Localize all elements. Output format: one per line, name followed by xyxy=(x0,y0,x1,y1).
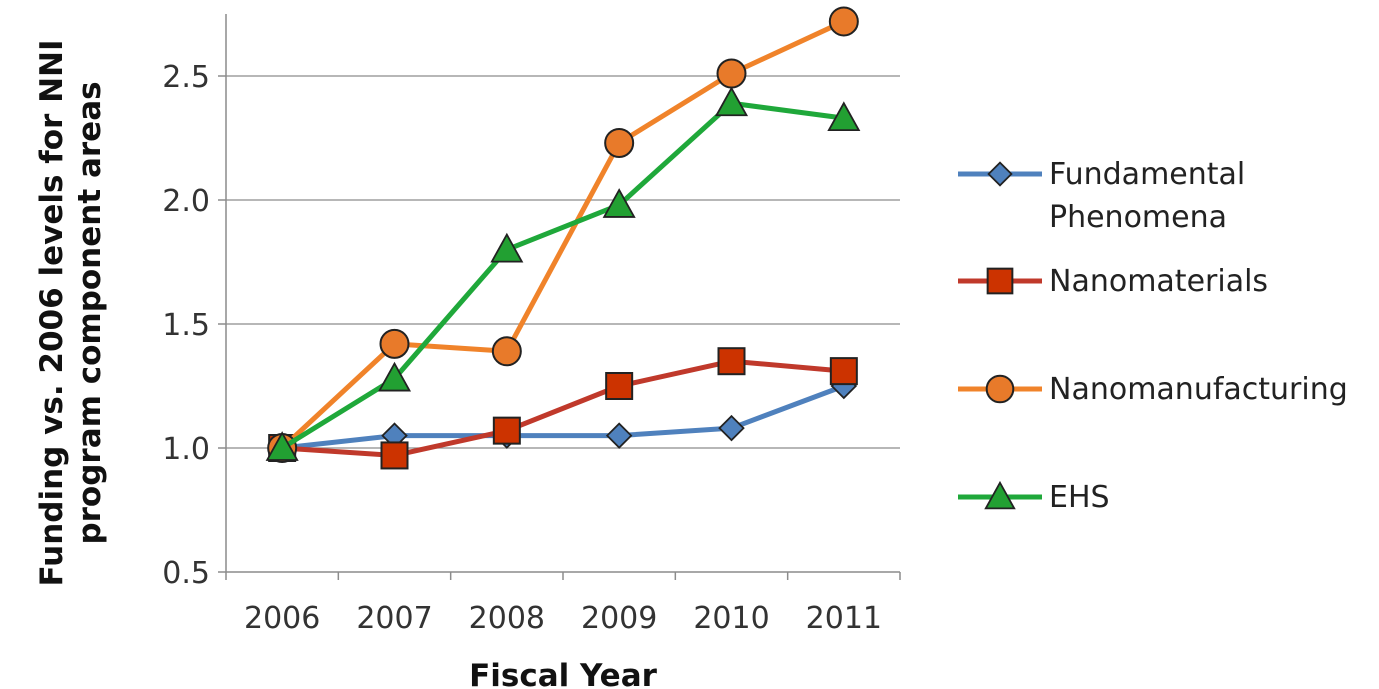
legend-item-fundamental-phenomena: Fundamental Phenomena xyxy=(958,157,1245,235)
data-point-nanomaterials-2009 xyxy=(605,372,634,400)
data-point-ehs-2006 xyxy=(265,431,299,461)
y-tick-label-4: 2.5 xyxy=(162,60,210,95)
x-tick-label-3: 2009 xyxy=(581,601,657,636)
x-tick-label-0: 2006 xyxy=(244,601,320,636)
x-tick-label-4: 2010 xyxy=(693,601,769,636)
legend-label-line-0: Nanomaterials xyxy=(1049,264,1268,299)
series-line-ehs xyxy=(280,100,845,451)
legend-label-nanomaterials: Nanomaterials xyxy=(1049,264,1268,299)
series-line-nanomaterials xyxy=(282,358,845,458)
legend-item-nanomanufacturing: Nanomanufacturing xyxy=(958,372,1348,407)
x-tick-label-5: 2011 xyxy=(806,601,882,636)
legend: Fundamental Phenomena Nanomaterials Nanoman… xyxy=(958,157,1348,515)
gridlines xyxy=(226,75,900,449)
legend-marker-ehs xyxy=(984,480,1016,510)
y-tick-label-2: 1.5 xyxy=(162,308,210,343)
series-line-nanomanufacturing xyxy=(280,19,845,450)
data-point-ehs-2010 xyxy=(714,86,749,117)
axes xyxy=(218,14,901,580)
data-point-nanomaterials-2008 xyxy=(492,416,521,445)
data-point-nanomanufacturing-2010 xyxy=(716,58,747,89)
data-point-nanomanufacturing-2009 xyxy=(604,127,635,158)
data-point-ehs-2009 xyxy=(602,188,636,218)
data-point-fundamental-phenomena-2009 xyxy=(605,422,633,449)
data-point-nanomaterials-2007 xyxy=(380,441,409,470)
data-point-ehs-2011 xyxy=(827,101,861,132)
data-point-nanomaterials-2010 xyxy=(717,347,746,376)
data-point-nanomanufacturing-2011 xyxy=(828,6,859,37)
legend-item-ehs: EHS xyxy=(958,480,1110,515)
x-axis-title: Fiscal Year xyxy=(469,658,658,689)
y-tick-labels: 0.5 1.0 1.5 2.0 2.5 xyxy=(162,60,210,591)
legend-marker-nanomanufacturing xyxy=(985,374,1015,404)
legend-label-line-0: EHS xyxy=(1049,480,1110,515)
series-ehs xyxy=(265,86,861,461)
x-tick-label-2: 2008 xyxy=(469,601,545,636)
legend-label-fundamental-phenomena: Fundamental Phenomena xyxy=(1049,157,1245,235)
legend-marker-fundamental-phenomena xyxy=(987,161,1013,187)
data-point-ehs-2008 xyxy=(490,232,524,263)
legend-label-nanomanufacturing: Nanomanufacturing xyxy=(1049,372,1348,407)
axis-titles: Fiscal Year Funding vs. 2006 levels for … xyxy=(34,40,658,689)
y-axis-title-line-1: program component areas xyxy=(72,81,108,544)
legend-marker-nanomaterials xyxy=(986,267,1014,295)
data-point-nanomaterials-2011 xyxy=(829,357,858,386)
data-point-nanomanufacturing-2007 xyxy=(379,328,410,359)
y-axis-title-line-0: Funding vs. 2006 levels for NNI xyxy=(34,40,70,587)
x-tick-label-1: 2007 xyxy=(356,601,432,636)
y-tick-label-3: 2.0 xyxy=(162,184,210,219)
y-tick-label-1: 1.0 xyxy=(162,432,210,467)
y-axis-title: Funding vs. 2006 levels for NNIprogram c… xyxy=(34,40,108,587)
x-tick-labels: 2006 2007 2008 2009 2010 2011 xyxy=(244,601,882,636)
series-group xyxy=(265,6,861,470)
y-tick-label-0: 0.5 xyxy=(162,556,210,591)
legend-label-line-0: Nanomanufacturing xyxy=(1049,372,1348,407)
data-point-fundamental-phenomena-2010 xyxy=(718,414,745,442)
series-fundamental-phenomena xyxy=(268,372,858,462)
series-nanomaterials xyxy=(268,347,858,470)
data-point-nanomanufacturing-2008 xyxy=(491,336,522,367)
legend-label-line-1: Phenomena xyxy=(1049,200,1227,235)
series-line-fundamental-phenomena xyxy=(281,383,845,451)
legend-item-nanomaterials: Nanomaterials xyxy=(958,264,1268,299)
legend-label-ehs: EHS xyxy=(1049,480,1110,515)
data-point-ehs-2007 xyxy=(377,361,412,392)
legend-label-line-0: Fundamental xyxy=(1049,157,1245,192)
